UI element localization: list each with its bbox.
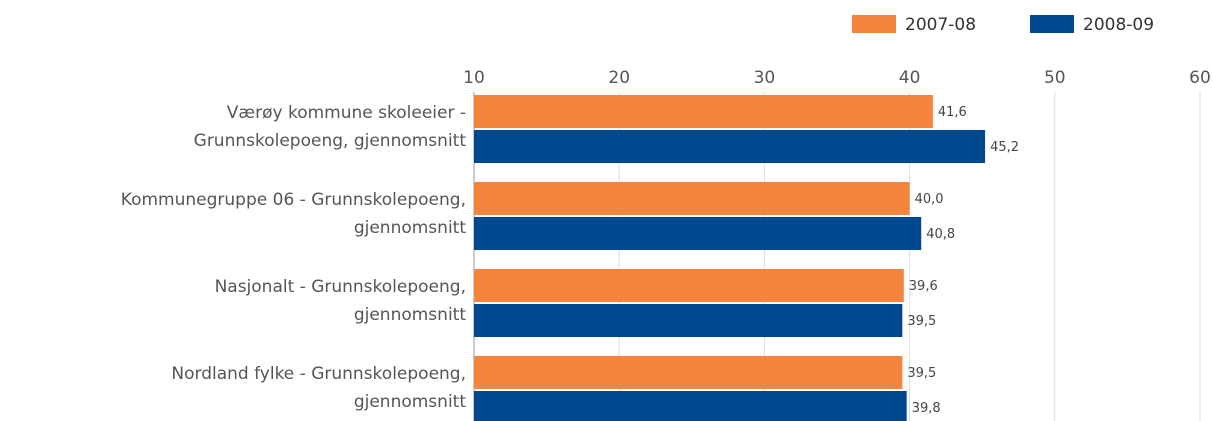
category-line: Kommunegruppe 06 - Grunnskolepoeng,	[121, 190, 466, 210]
category-line: gjennomsnitt	[354, 305, 467, 325]
value-label: 40,8	[926, 227, 955, 242]
x-tick-label: 10	[463, 68, 485, 88]
bar	[474, 269, 904, 302]
category-line: Grunnskolepoeng, gjennomsnitt	[194, 131, 467, 151]
value-label: 39,8	[912, 401, 941, 416]
bar	[474, 95, 933, 128]
legend-label: 2007-08	[905, 15, 976, 35]
category-label: Nordland fylke - Grunnskolepoeng, gjennom…	[171, 364, 466, 412]
bar	[474, 217, 922, 250]
category-line: gjennomsnitt	[354, 218, 467, 238]
category-line: Værøy kommune skoleeier -	[227, 103, 466, 123]
value-label: 39,5	[907, 366, 936, 381]
category-label: Værøy kommune skoleeier - Grunnskolepoeng…	[194, 103, 467, 151]
legend-swatch	[852, 15, 896, 33]
category-label: Nasjonalt - Grunnskolepoeng, gjennomsnitt	[215, 277, 467, 325]
bar	[474, 391, 907, 421]
bar	[474, 356, 903, 389]
legend-swatch	[1030, 15, 1074, 33]
value-label: 39,5	[907, 314, 936, 329]
bar	[474, 130, 986, 163]
category-label: Kommunegruppe 06 - Grunnskolepoeng, gjenn…	[121, 190, 467, 238]
x-tick-label: 40	[899, 68, 921, 88]
bar	[474, 182, 910, 215]
value-label: 39,6	[909, 279, 938, 294]
category-line: Nordland fylke - Grunnskolepoeng,	[171, 364, 466, 384]
value-label: 40,0	[915, 192, 944, 207]
value-label: 41,6	[938, 105, 967, 120]
x-tick-label: 50	[1044, 68, 1066, 88]
x-tick-label: 60	[1189, 68, 1211, 88]
category-line: gjennomsnitt	[354, 392, 467, 412]
x-tick-label: 20	[608, 68, 630, 88]
bar	[474, 304, 903, 337]
category-line: Nasjonalt - Grunnskolepoeng,	[215, 277, 466, 297]
legend-label: 2008-09	[1083, 15, 1154, 35]
value-label: 45,2	[990, 140, 1019, 155]
x-tick-label: 30	[754, 68, 776, 88]
